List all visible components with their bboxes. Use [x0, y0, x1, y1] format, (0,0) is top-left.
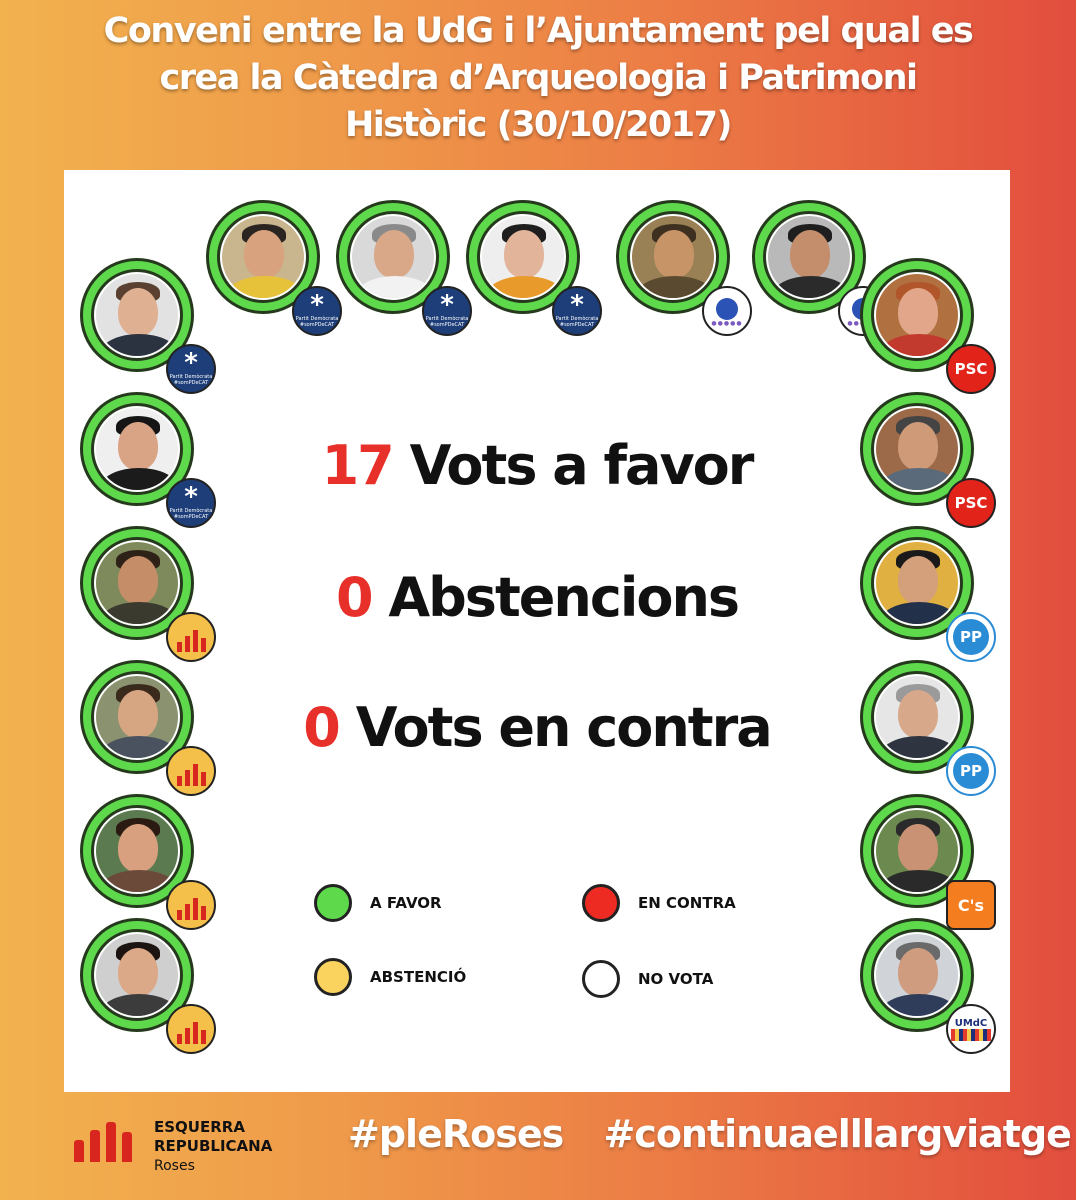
votes-abstention-line: 0 Abstencions [64, 566, 1010, 629]
member-photo [876, 810, 958, 892]
legend-no-vota-label: NO VOTA [638, 970, 714, 988]
pdecat-logo-icon: * Partit Demòcrata #somPDeCAT [166, 478, 216, 528]
pp-logo-icon: PP [946, 612, 996, 662]
psc-logo-icon: PSC [946, 478, 996, 528]
logo-line-2: REPUBLICANA [154, 1137, 273, 1155]
member-avatar: UMdC [860, 918, 996, 1054]
vote-ring-favor [80, 794, 194, 908]
erc-bars-icon [74, 1122, 132, 1162]
member-avatar: * Partit Demòcrata #somPDeCAT [336, 200, 472, 336]
member-avatar: * Partit Demòcrata #somPDeCAT [206, 200, 342, 336]
vote-ring-favor [860, 258, 974, 372]
member-avatar: C's [860, 794, 996, 930]
member-photo [96, 676, 178, 758]
member-photo [876, 408, 958, 490]
member-photo [96, 934, 178, 1016]
vote-ring-favor [860, 660, 974, 774]
member-avatar [80, 526, 216, 662]
votes-favor-label: Vots a favor [409, 434, 755, 497]
legend-contra-label: EN CONTRA [638, 894, 736, 912]
page-title: Conveni entre la UdG i l’Ajuntament pel … [0, 8, 1076, 149]
erc-logo-icon [166, 746, 216, 796]
member-avatar [80, 918, 216, 1054]
member-photo [482, 216, 564, 298]
legend-favor: A FAVOR [314, 884, 442, 922]
vote-ring-favor [206, 200, 320, 314]
vote-ring-favor [80, 660, 194, 774]
umdc-logo-icon: UMdC [946, 1004, 996, 1054]
member-avatar: PP [860, 660, 996, 796]
votes-contra-count: 0 [303, 696, 341, 759]
pdecat-logo-icon: * Partit Demòcrata #somPDeCAT [422, 286, 472, 336]
erc-logo-icon [166, 1004, 216, 1054]
member-photo [876, 542, 958, 624]
member-avatar: * Partit Demòcrata #somPDeCAT [466, 200, 602, 336]
member-photo [96, 274, 178, 356]
member-avatar [80, 660, 216, 796]
flower-party-logo-icon: ●●●●● [702, 286, 752, 336]
title-line-2: crea la Càtedra d’Arqueologia i Patrimon… [159, 58, 918, 98]
member-photo [876, 934, 958, 1016]
green-dot-icon [314, 884, 352, 922]
legend-abstencio: ABSTENCIÓ [314, 958, 466, 996]
votes-abstention-label: Abstencions [388, 566, 740, 629]
member-avatar: * Partit Demòcrata #somPDeCAT [80, 258, 216, 394]
erc-logo-icon [166, 612, 216, 662]
yellow-dot-icon [314, 958, 352, 996]
member-avatar [80, 794, 216, 930]
hashtags: #pleRoses #continuaelllargviatge [348, 1112, 1072, 1156]
member-avatar: ●●●●● [752, 200, 888, 336]
member-avatar: ●●●●● [616, 200, 752, 336]
white-dot-icon [582, 960, 620, 998]
member-photo [96, 542, 178, 624]
vote-ring-favor [616, 200, 730, 314]
vote-ring-favor [860, 918, 974, 1032]
vote-ring-favor [80, 918, 194, 1032]
votes-contra-line: 0 Vots en contra [64, 696, 1010, 759]
red-dot-icon [582, 884, 620, 922]
pdecat-logo-icon: * Partit Demòcrata #somPDeCAT [552, 286, 602, 336]
legend-favor-label: A FAVOR [370, 894, 442, 912]
logo-line-3: Roses [154, 1158, 195, 1174]
title-line-3: Històric (30/10/2017) [345, 105, 732, 145]
psc-logo-icon: PSC [946, 344, 996, 394]
member-avatar: * Partit Demòcrata #somPDeCAT [80, 392, 216, 528]
cs-logo-icon: C's [946, 880, 996, 930]
member-avatar: PSC [860, 258, 996, 394]
member-avatar: PSC [860, 392, 996, 528]
legend-abstencio-label: ABSTENCIÓ [370, 968, 467, 986]
member-photo [632, 216, 714, 298]
member-photo [876, 676, 958, 758]
legend-contra: EN CONTRA [582, 884, 736, 922]
votes-favor-line: 17 Vots a favor [64, 434, 1010, 497]
vote-ring-favor [752, 200, 866, 314]
erc-logo-icon [166, 880, 216, 930]
logo-line-1: ESQUERRA [154, 1118, 245, 1136]
hashtag-continua: #continuaelllargviatge [603, 1112, 1071, 1156]
member-photo [352, 216, 434, 298]
votes-abstention-count: 0 [335, 566, 374, 629]
votes-favor-count: 17 [321, 434, 395, 497]
member-photo [96, 408, 178, 490]
vote-ring-favor [860, 392, 974, 506]
erc-roses-logo: ESQUERRA REPUBLICANA Roses [74, 1118, 272, 1176]
legend-no-vota: NO VOTA [582, 960, 713, 998]
pdecat-logo-icon: * Partit Demòcrata #somPDeCAT [166, 344, 216, 394]
pp-logo-icon: PP [946, 746, 996, 796]
title-line-1: Conveni entre la UdG i l’Ajuntament pel … [103, 11, 974, 51]
member-photo [222, 216, 304, 298]
member-photo [876, 274, 958, 356]
pdecat-logo-icon: * Partit Demòcrata #somPDeCAT [292, 286, 342, 336]
vote-ring-favor [860, 794, 974, 908]
member-avatar: PP [860, 526, 996, 662]
vote-ring-favor [336, 200, 450, 314]
vote-panel: * Partit Demòcrata #somPDeCAT * Partit Demò… [64, 170, 1010, 1092]
member-photo [768, 216, 850, 298]
hashtag-ple-roses: #pleRoses [348, 1112, 564, 1156]
member-photo [96, 810, 178, 892]
votes-contra-label: Vots en contra [355, 696, 773, 759]
